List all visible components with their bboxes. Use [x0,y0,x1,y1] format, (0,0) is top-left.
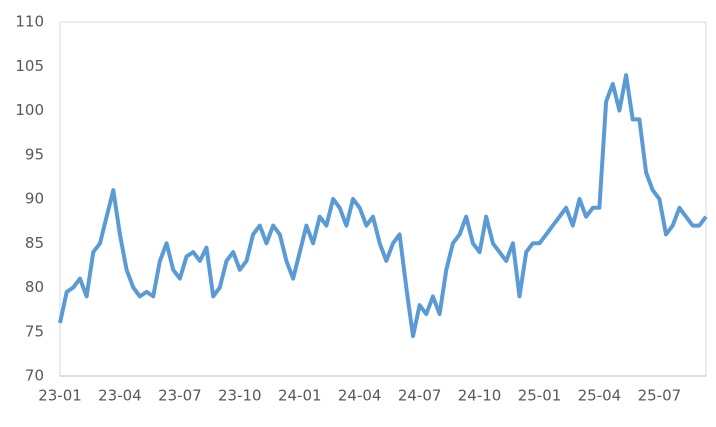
x-tick-label: 24-04 [338,387,382,405]
x-tick-label: 23-10 [218,387,262,405]
y-tick-label: 70 [25,367,44,385]
x-tick-label: 24-07 [398,387,442,405]
y-tick-label: 100 [15,101,44,119]
x-tick-label: 25-01 [518,387,562,405]
x-tick-label: 25-04 [578,387,622,405]
y-tick-label: 75 [25,322,44,340]
x-tick-label: 23-01 [38,387,82,405]
x-tick-label: 23-07 [158,387,202,405]
y-tick-label: 110 [15,13,44,31]
x-tick-label: 24-01 [278,387,322,405]
data-line [58,73,708,339]
y-tick-label: 90 [25,190,44,208]
plot-frame [59,21,707,377]
x-tick-label: 24-10 [458,387,502,405]
y-tick-label: 80 [25,278,44,296]
x-tick-label: 25-07 [638,387,682,405]
y-tick-label: 95 [25,145,44,163]
x-tick-label: 23-04 [98,387,142,405]
y-tick-label: 105 [15,57,44,75]
y-tick-label: 85 [25,234,44,252]
